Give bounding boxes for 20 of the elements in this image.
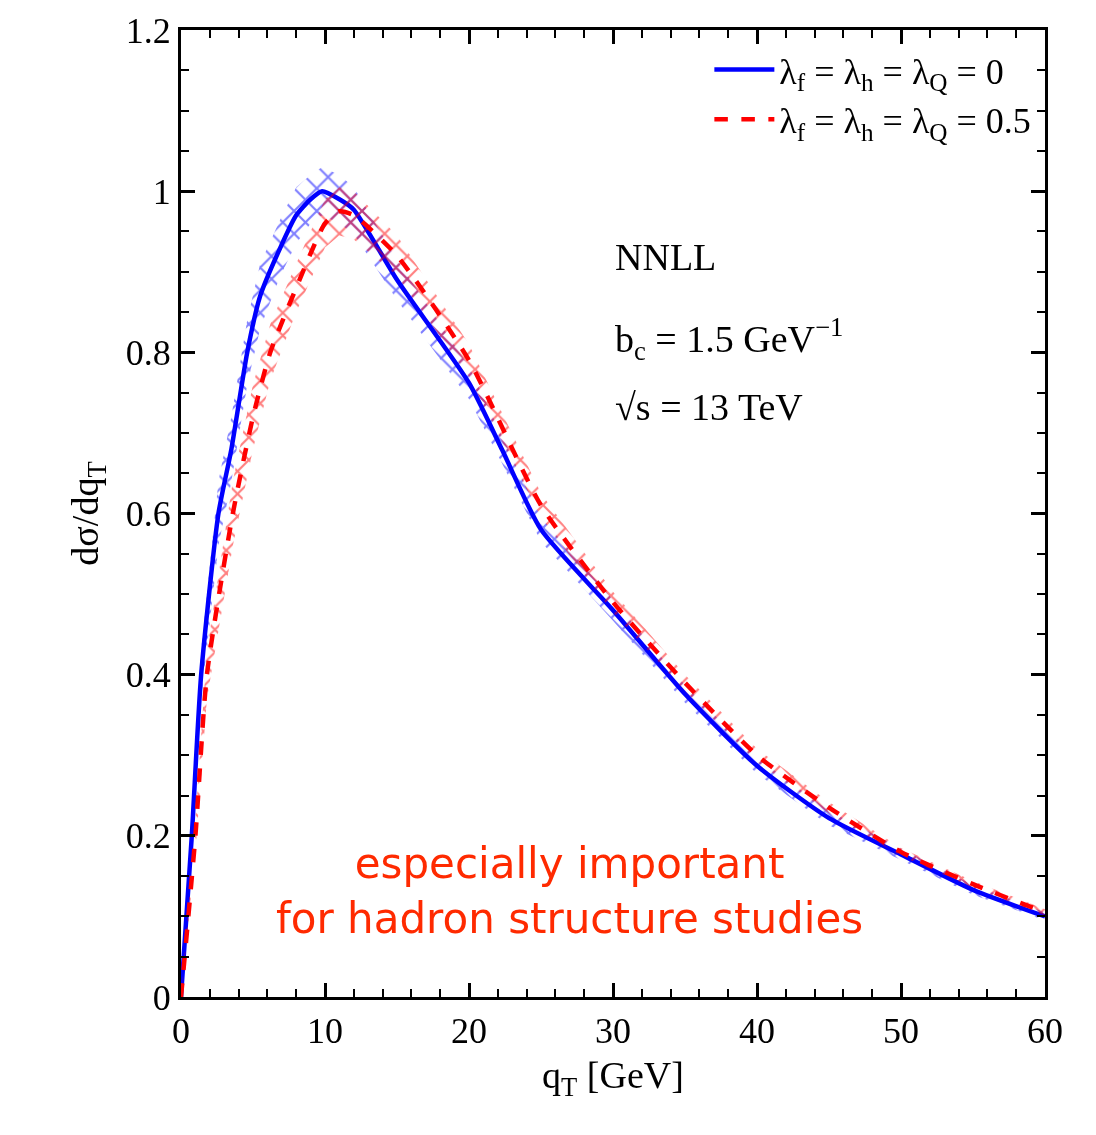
x-axis-title: q$_{T}$ [GeV] [542, 1054, 684, 1103]
x-tick-label: 20 [451, 1011, 487, 1052]
x-tick-label: 60 [1027, 1011, 1063, 1052]
annotation: √s = 13 TeV [615, 386, 804, 428]
annotation: especially important for hadron structure studies [276, 839, 864, 943]
y-tick-label: 0 [152, 977, 171, 1018]
legend-label: λ$_{f}$ = λ$_{h}$ = λ$_{Q}$ = 0 [779, 51, 1004, 97]
x-tick-label: 30 [595, 1011, 631, 1052]
annotation: NNLL [615, 236, 717, 278]
y-tick-label: 0.6 [125, 494, 171, 535]
y-tick-label: 0.2 [125, 816, 171, 857]
y-tick-label: 1 [152, 171, 171, 212]
annotation: b$_{c}$ = 1.5 GeV$^{−1}$ [615, 312, 844, 366]
y-tick-label: 0.8 [125, 332, 171, 373]
x-tick-label: 50 [883, 1011, 919, 1052]
x-tick-label: 10 [307, 1011, 343, 1052]
legend-label: λ$_{f}$ = λ$_{h}$ = λ$_{Q}$ = 0.5 [779, 101, 1031, 146]
x-tick-label: 40 [739, 1011, 775, 1052]
y-tick-label: 0.4 [125, 655, 171, 696]
y-tick-label: 1.2 [125, 10, 171, 51]
